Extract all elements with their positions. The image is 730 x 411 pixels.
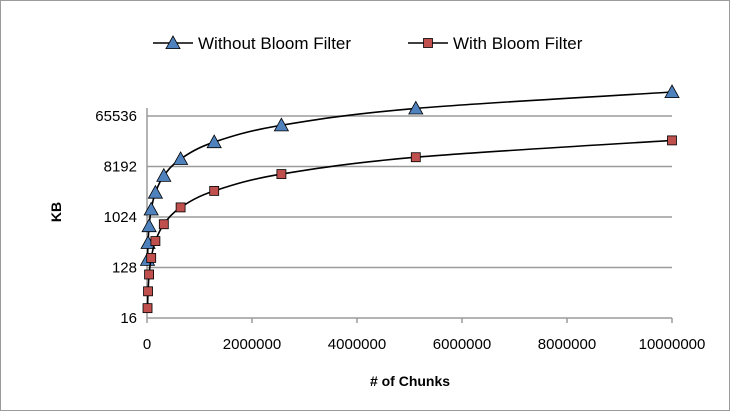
triangle-marker (147, 184, 164, 199)
y-tick-label: 8192 (104, 159, 137, 176)
square-marker (410, 152, 421, 163)
square-marker (667, 135, 677, 146)
triangle-marker (206, 134, 222, 149)
gridlines (147, 115, 672, 269)
legend-marker (165, 35, 181, 49)
series-2 (142, 135, 677, 314)
square-marker (142, 303, 153, 314)
square-marker (143, 286, 153, 297)
series-line (146, 91, 673, 260)
square-marker (175, 202, 186, 213)
legend-marker (423, 38, 433, 48)
legend-item-2: With Bloom Filter (408, 34, 583, 53)
y-tick-labels: 16 128 1024 8192 65536 (95, 108, 137, 327)
triangle-marker (408, 100, 424, 115)
axes (146, 108, 673, 323)
square-marker (276, 169, 287, 179)
x-axis-title: # of Chunks (370, 373, 450, 389)
x-tick-label: 10000000 (639, 336, 706, 353)
y-axis-title: KB (48, 202, 64, 222)
legend: Without Bloom Filter With Bloom Filter (153, 34, 583, 53)
square-marker (158, 219, 169, 230)
y-tick-label: 16 (120, 310, 137, 327)
legend-label: Without Bloom Filter (198, 34, 351, 53)
triangle-marker (273, 117, 290, 132)
y-tick-label: 1024 (104, 209, 137, 226)
series-1 (139, 84, 680, 266)
series-layer (139, 84, 680, 314)
triangle-marker (156, 167, 172, 182)
x-tick-labels: 0 2000000 4000000 6000000 8000000 10000000 (143, 336, 706, 353)
triangle-marker (141, 218, 157, 233)
legend-label: With Bloom Filter (453, 34, 583, 53)
square-marker (150, 236, 161, 246)
x-tick-label: 0 (143, 336, 151, 353)
x-tick-label: 4000000 (328, 336, 386, 353)
y-tick-label: 65536 (95, 108, 137, 125)
square-marker (209, 185, 220, 196)
square-marker (146, 253, 157, 263)
square-marker (144, 269, 155, 280)
x-tick-label: 6000000 (433, 336, 491, 353)
triangle-marker (664, 84, 680, 99)
triangle-marker (172, 151, 189, 165)
triangle-marker (143, 201, 159, 216)
x-tick-label: 2000000 (223, 336, 281, 353)
x-tick-label: 8000000 (538, 336, 596, 353)
y-tick-label: 128 (112, 260, 137, 277)
legend-item-1: Without Bloom Filter (153, 34, 351, 53)
series-line (146, 139, 673, 309)
